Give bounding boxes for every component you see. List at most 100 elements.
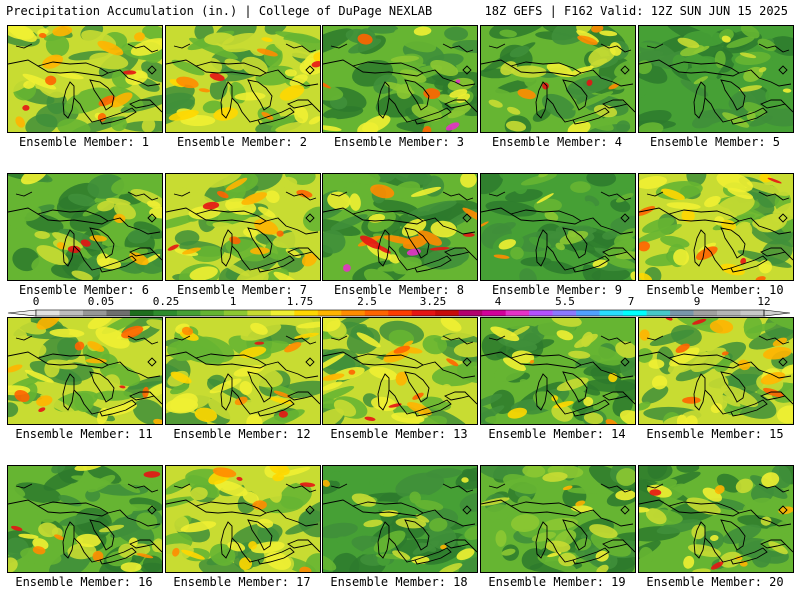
border-line — [442, 191, 474, 201]
precip-contour — [710, 561, 724, 570]
border-line — [639, 351, 670, 359]
precip-contour — [272, 230, 318, 249]
precip-contour — [333, 399, 357, 417]
precip-contour — [422, 126, 432, 132]
border-line — [166, 59, 197, 67]
border-line — [580, 217, 634, 235]
precip-contour — [551, 404, 574, 422]
precip-field — [166, 174, 320, 280]
precip-contour — [676, 466, 700, 473]
precip-contour — [22, 104, 30, 111]
border-line — [231, 97, 259, 123]
border-line — [311, 543, 320, 553]
precip-contour — [690, 347, 727, 373]
legend-swatch — [505, 310, 530, 316]
precip-contour — [209, 378, 242, 394]
lake-outline — [693, 81, 706, 119]
border-line — [388, 389, 416, 415]
precip-contour — [363, 268, 397, 280]
precip-contour — [392, 174, 433, 185]
precip-contour — [323, 480, 340, 495]
precip-contour — [529, 359, 535, 364]
member-caption: Ensemble Member: 12 — [173, 427, 311, 441]
precip-contour — [737, 250, 792, 268]
precip-contour — [493, 254, 510, 259]
precip-contour — [645, 508, 667, 525]
member-caption: Ensemble Member: 8 — [333, 283, 465, 297]
lake-outline — [572, 547, 610, 565]
precip-contour — [367, 26, 398, 34]
precip-contour — [303, 206, 320, 232]
precip-contour — [459, 492, 477, 513]
border-line — [153, 395, 162, 405]
precip-contour — [272, 473, 285, 482]
border-line — [173, 335, 191, 341]
border-line — [626, 251, 635, 261]
precip-contour — [390, 55, 420, 63]
precip-contour — [581, 331, 593, 347]
lake-outline — [404, 227, 430, 259]
precip-contour — [377, 261, 419, 272]
precip-contour — [591, 26, 604, 33]
precip-contour — [119, 385, 126, 389]
precip-contour — [639, 241, 650, 252]
border-line — [704, 389, 732, 415]
precip-contour — [485, 415, 506, 424]
border-line — [107, 217, 161, 235]
precip-contour — [610, 215, 635, 235]
lake-outline — [562, 371, 588, 403]
precip-contour — [176, 76, 199, 89]
border-line — [265, 217, 319, 235]
precip-field — [481, 466, 635, 572]
border-line — [546, 245, 574, 271]
lake-outline — [351, 501, 424, 517]
precip-contour — [639, 506, 650, 513]
border-line — [481, 499, 512, 507]
precip-contour — [456, 548, 475, 561]
precip-contour — [511, 65, 547, 78]
border-line — [127, 191, 159, 201]
lake-outline — [667, 61, 740, 77]
precip-contour — [456, 93, 471, 103]
member-caption: Ensemble Member: 15 — [646, 427, 784, 441]
precip-contour — [182, 247, 201, 255]
precip-contour — [36, 245, 69, 266]
precip-contour — [265, 551, 292, 570]
border-line — [784, 251, 793, 261]
precip-contour — [18, 533, 39, 539]
precip-contour — [503, 473, 539, 495]
lake-outline — [220, 521, 233, 559]
precip-contour — [683, 555, 695, 569]
precip-contour — [369, 478, 385, 488]
ensemble-member-map — [638, 465, 794, 573]
precip-field — [323, 466, 477, 572]
precip-contour — [722, 524, 762, 545]
precip-contour — [313, 52, 320, 63]
lake-outline — [377, 521, 390, 559]
border-line — [462, 357, 472, 367]
legend-swatch — [36, 310, 60, 316]
border-line — [778, 213, 788, 223]
precip-contour — [774, 518, 793, 536]
header-run-info: 18Z GEFS | F162 Valid: 12Z SUN JUN 15 20… — [484, 4, 788, 18]
precip-contour — [57, 337, 82, 360]
precip-field — [639, 174, 793, 280]
legend-tick-label: 9 — [693, 295, 701, 308]
precip-contour — [521, 548, 546, 570]
precip-contour — [246, 414, 263, 424]
precip-contour — [585, 345, 623, 366]
border-line — [285, 483, 317, 493]
precip-contour — [639, 50, 664, 61]
border-line — [600, 483, 632, 493]
precip-contour — [15, 116, 25, 128]
precip-contour — [647, 466, 668, 479]
precip-contour — [360, 235, 382, 250]
lake-outline — [509, 353, 582, 369]
member-caption: Ensemble Member: 10 — [646, 283, 784, 297]
precip-contour — [710, 534, 719, 542]
legend-tick-label: 5.5 — [555, 295, 575, 308]
precip-contour — [217, 190, 229, 199]
precip-contour — [429, 517, 448, 532]
lake-outline — [220, 229, 233, 267]
precip-contour — [440, 318, 462, 332]
